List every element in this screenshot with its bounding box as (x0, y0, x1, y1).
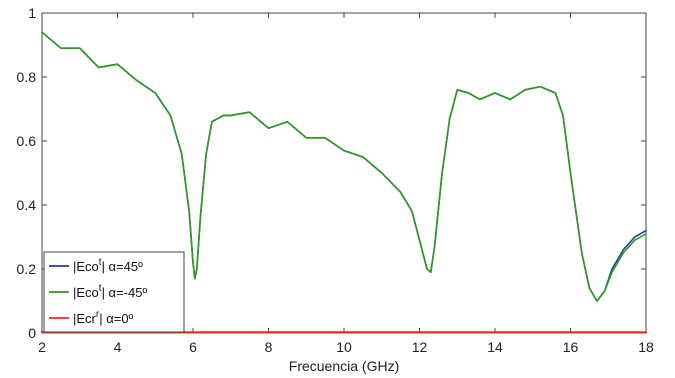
series-line-2 (41, 31, 647, 302)
legend-entry: |Ecrr| α=0º (73, 309, 134, 326)
y-tick-label: 0.8 (17, 69, 37, 85)
y-tick-label: 0.4 (17, 197, 37, 213)
x-tick-label: 12 (412, 339, 428, 355)
legend-entry-superscript: r (96, 309, 100, 320)
legend-entry-rest: | α=45º (102, 259, 144, 274)
legend-entry-rest: | α=-45º (102, 285, 148, 300)
x-tick-label: 14 (487, 339, 503, 355)
x-tick-label: 16 (563, 339, 579, 355)
x-axis-label: Frecuencia (GHz) (289, 358, 399, 374)
legend-entry: |Ecot| α=45º (73, 257, 143, 274)
x-tick-label: 2 (38, 339, 46, 355)
legend-entry-superscript: t (99, 257, 102, 268)
legend-entry-base: |Eco (73, 285, 99, 300)
legend-entry-superscript: t (99, 283, 102, 294)
y-axis: 0 0.2 0.4 0.6 0.8 1 (17, 5, 646, 341)
y-tick-label: 1 (28, 5, 36, 21)
x-tick-label: 6 (189, 339, 197, 355)
x-axis: 2 4 6 8 10 12 14 16 18 (38, 13, 654, 355)
y-tick-label: 0.6 (17, 133, 37, 149)
y-tick-label: 0 (28, 325, 36, 341)
x-tick-label: 18 (638, 339, 654, 355)
x-tick-label: 4 (114, 339, 122, 355)
legend-entry-base: |Ecr (73, 311, 97, 326)
x-tick-label: 10 (336, 339, 352, 355)
legend: |Ecot| α=45º|Ecot| α=-45º|Ecrr| α=0º (43, 251, 185, 333)
legend-entry-rest: | α=0º (99, 311, 133, 326)
x-tick-label: 8 (265, 339, 273, 355)
legend-entry: |Ecot| α=-45º (73, 283, 147, 300)
y-tick-label: 0.2 (17, 261, 37, 277)
legend-entry-base: |Eco (73, 259, 99, 274)
